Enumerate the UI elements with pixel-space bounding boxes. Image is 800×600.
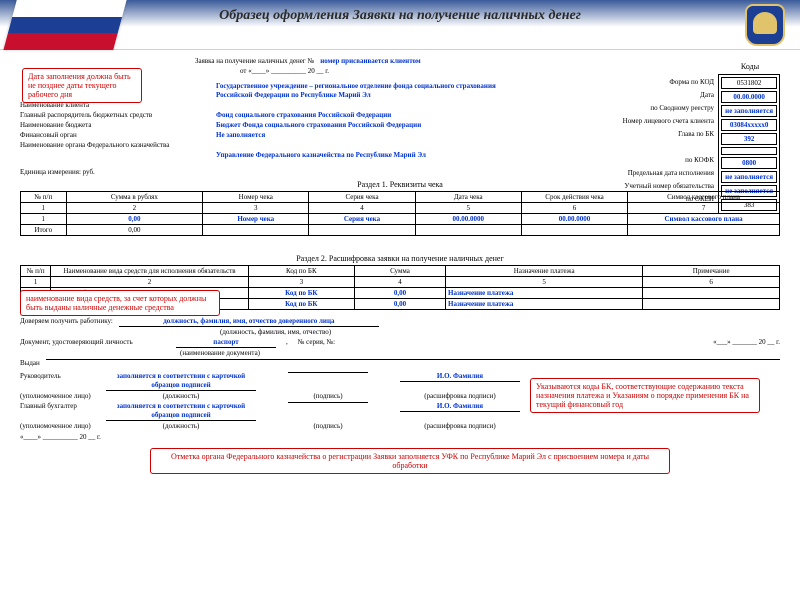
fin: Не заполняется <box>216 131 265 140</box>
ed-izm: Единица измерения: руб. <box>20 168 95 177</box>
callout-funds-kind: наименование вида средств, за счет котор… <box>20 290 220 316</box>
nomer-note: номер присваивается клиентом <box>320 57 420 66</box>
zayavka-label: Заявка на получение наличных денег № <box>195 57 314 66</box>
organ: Управление Федерального казначейства по … <box>216 151 426 160</box>
organ-label: Наименование органа Федерального казначе… <box>20 141 210 150</box>
flag-icon <box>3 0 126 50</box>
gl-rasp-label: Главный распорядитель бюджетных средств <box>20 111 210 120</box>
bud-label: Наименование бюджета <box>20 121 210 130</box>
header-banner: Образец оформления Заявки на получение н… <box>0 0 800 50</box>
callout-footer: Отметка органа Федерального казначейства… <box>150 448 670 474</box>
razdel2-title: Раздел 2. Расшифровка заявки на получени… <box>20 254 780 263</box>
razdel1-title: Раздел 1. Реквизиты чека <box>20 180 780 189</box>
callout-bk-codes: Указываются коды БК, соответствующие сод… <box>530 378 760 413</box>
callout-date: Дата заполнения должна быть не позднее д… <box>22 68 142 103</box>
table-razdel1: № п/п Сумма в рублях Номер чека Серия че… <box>20 191 780 236</box>
bud: Бюджет Фонда социального страхования Рос… <box>216 121 421 130</box>
ot-date: от «____» __________ 20 __ г. <box>240 67 329 76</box>
fin-label: Финансовый орган <box>20 131 210 140</box>
gl-rasp: Фонд социального страхования Российской … <box>216 111 391 120</box>
gos-uchr: Государственное учреждение – регионально… <box>216 82 516 100</box>
crest-icon <box>745 4 785 46</box>
